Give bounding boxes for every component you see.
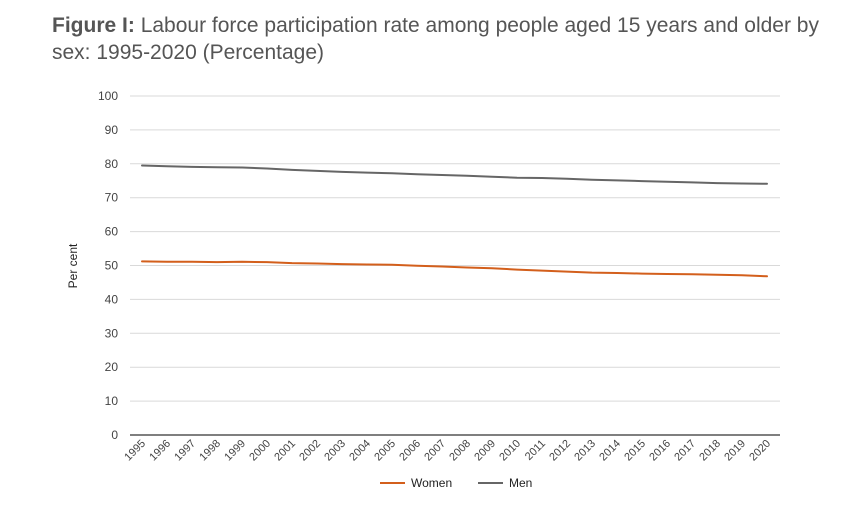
x-tick-label: 1997 — [172, 438, 198, 464]
x-tick-label: 2003 — [322, 438, 348, 464]
x-tick-label: 2008 — [447, 438, 473, 464]
figure-title: Figure I: Labour force participation rat… — [52, 12, 842, 66]
x-tick-label: 2014 — [597, 438, 623, 464]
x-tick-label: 2016 — [647, 438, 673, 464]
y-tick-label: 90 — [105, 123, 119, 137]
x-tick-label: 2006 — [397, 438, 423, 464]
figure-title-text: Labour force participation rate among pe… — [52, 14, 819, 64]
y-tick-label: 40 — [105, 292, 119, 306]
legend: Women Men — [380, 476, 532, 490]
x-tick-label: 2002 — [297, 438, 323, 464]
y-axis-tick-labels: 0 10 20 30 40 50 60 70 80 90 100 — [98, 89, 118, 442]
y-tick-label: 70 — [105, 191, 119, 205]
x-tick-label: 2007 — [422, 438, 448, 464]
x-tick-label: 2015 — [622, 438, 648, 464]
y-tick-label: 0 — [111, 428, 118, 442]
figure-label: Figure I: — [52, 14, 135, 37]
x-tick-label: 2001 — [272, 438, 298, 464]
x-tick-label: 2018 — [697, 438, 723, 464]
x-tick-label: 1995 — [122, 438, 148, 464]
x-tick-label: 2010 — [497, 438, 523, 464]
x-tick-label: 2004 — [347, 438, 373, 464]
y-tick-label: 100 — [98, 89, 118, 103]
y-tick-label: 10 — [105, 394, 119, 408]
y-tick-label: 20 — [105, 360, 119, 374]
legend-label-men: Men — [509, 476, 532, 490]
x-tick-label: 2011 — [523, 438, 548, 463]
x-tick-label: 1996 — [147, 438, 173, 464]
y-tick-label: 80 — [105, 157, 119, 171]
x-tick-label: 2019 — [722, 438, 748, 464]
x-tick-label: 2012 — [547, 438, 573, 464]
x-axis-tick-labels: 1995 1996 1997 1998 1999 2000 2001 2002 2003 2004… — [122, 438, 773, 464]
y-tick-label: 50 — [105, 259, 119, 273]
y-tick-label: 30 — [105, 326, 119, 340]
x-tick-label: 2005 — [372, 438, 398, 464]
x-tick-label: 1998 — [197, 438, 223, 464]
x-tick-label: 2020 — [747, 438, 773, 464]
series-lines — [141, 164, 768, 278]
x-tick-label: 1999 — [222, 438, 248, 464]
series-line-women — [141, 260, 768, 278]
x-tick-label: 2017 — [672, 438, 698, 464]
x-tick-label: 2009 — [472, 438, 498, 464]
y-tick-label: 60 — [105, 225, 119, 239]
x-tick-label: 2013 — [572, 438, 598, 464]
x-tick-label: 2000 — [247, 438, 273, 464]
y-axis-title: Per cent — [66, 243, 80, 288]
legend-label-women: Women — [411, 476, 452, 490]
series-line-men — [141, 164, 768, 185]
gridlines — [130, 95, 780, 436]
